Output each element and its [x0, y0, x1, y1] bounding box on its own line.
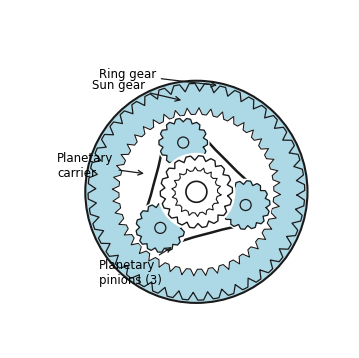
Polygon shape [172, 167, 221, 217]
Circle shape [220, 179, 271, 231]
Circle shape [240, 199, 251, 211]
Text: Planetary
carrier: Planetary carrier [57, 152, 143, 180]
Polygon shape [88, 83, 305, 300]
Circle shape [155, 222, 166, 233]
Circle shape [186, 182, 207, 202]
Circle shape [135, 202, 186, 253]
Circle shape [120, 116, 273, 268]
Text: Sun gear: Sun gear [92, 79, 180, 101]
Circle shape [158, 117, 209, 168]
Text: Planetary
pinions (3): Planetary pinions (3) [98, 248, 171, 287]
Polygon shape [160, 156, 233, 228]
Polygon shape [136, 204, 185, 252]
Circle shape [158, 154, 235, 230]
Text: Ring gear: Ring gear [98, 68, 216, 87]
Circle shape [178, 137, 189, 148]
Polygon shape [112, 108, 280, 276]
Circle shape [87, 82, 306, 301]
Polygon shape [222, 181, 270, 229]
Polygon shape [144, 127, 261, 244]
Polygon shape [159, 118, 208, 166]
Circle shape [122, 117, 271, 267]
Polygon shape [112, 108, 280, 276]
